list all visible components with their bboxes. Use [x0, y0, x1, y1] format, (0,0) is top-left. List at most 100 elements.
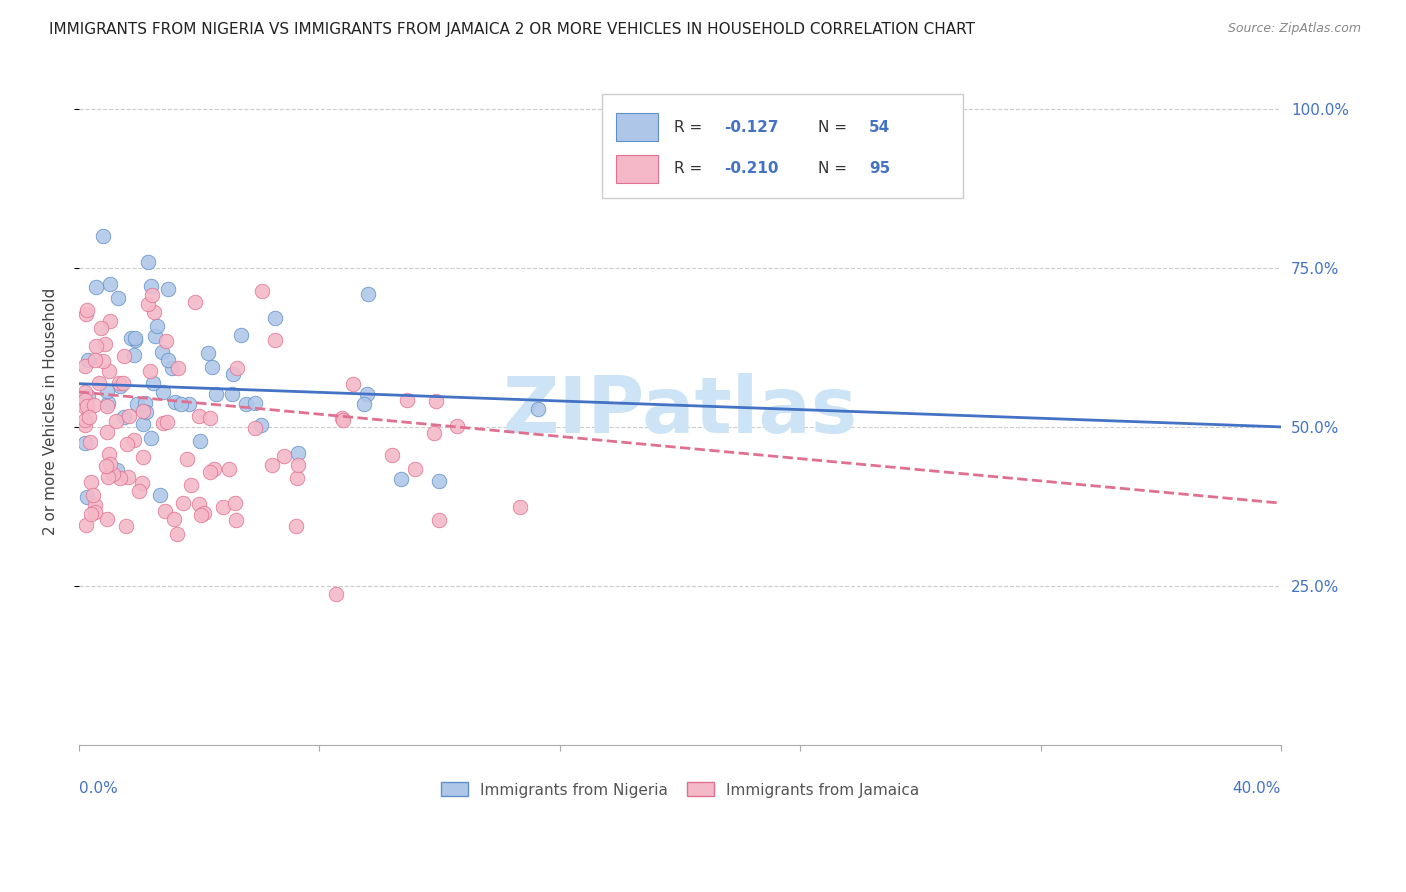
Point	[381, 448, 404, 462]
Point	[110, 471, 132, 485]
Point	[77, 353, 100, 368]
Y-axis label: 2 or more Vehicles in Household: 2 or more Vehicles in Household	[44, 287, 58, 534]
Point	[118, 409, 141, 423]
Point	[94, 337, 117, 351]
Point	[173, 496, 195, 510]
Point	[96, 384, 118, 398]
Point	[73, 392, 96, 407]
Point	[156, 415, 179, 429]
Text: -0.210: -0.210	[724, 161, 779, 177]
Point	[389, 472, 412, 486]
Point	[83, 498, 105, 512]
Point	[96, 425, 118, 439]
Point	[83, 398, 105, 412]
Point	[84, 280, 107, 294]
Point	[124, 333, 146, 347]
Point	[73, 359, 96, 374]
Point	[94, 459, 117, 474]
Point	[245, 421, 267, 435]
Point	[112, 349, 135, 363]
Point	[132, 404, 155, 418]
Text: R =: R =	[673, 120, 707, 135]
Point	[198, 465, 221, 479]
Point	[143, 329, 166, 343]
Point	[75, 518, 97, 533]
Point	[73, 401, 96, 415]
Point	[170, 397, 193, 411]
Bar	[602, 95, 963, 197]
Point	[84, 339, 107, 353]
Text: ZIPatlas: ZIPatlas	[502, 373, 858, 449]
Point	[243, 396, 266, 410]
Point	[187, 409, 209, 423]
Point	[134, 396, 156, 410]
Point	[122, 433, 145, 447]
Point	[526, 401, 548, 416]
Point	[108, 376, 131, 390]
Point	[98, 457, 121, 471]
Point	[107, 291, 129, 305]
Point	[80, 475, 103, 489]
Point	[152, 384, 174, 399]
Point	[425, 393, 447, 408]
Point	[179, 397, 201, 411]
Point	[75, 417, 97, 432]
Point	[77, 389, 100, 403]
Point	[235, 397, 257, 411]
Point	[166, 361, 188, 376]
Text: 95: 95	[869, 161, 890, 177]
Point	[342, 376, 364, 391]
Point	[160, 361, 183, 376]
Point	[90, 320, 112, 334]
Point	[125, 397, 148, 411]
Point	[142, 305, 165, 319]
Point	[73, 412, 96, 426]
Point	[231, 328, 253, 343]
Point	[198, 411, 221, 425]
Point	[114, 518, 136, 533]
Point	[263, 333, 285, 347]
Point	[163, 512, 186, 526]
Point	[150, 344, 173, 359]
Point	[141, 287, 163, 301]
Point	[117, 470, 139, 484]
Point	[285, 471, 308, 485]
Point	[184, 295, 207, 310]
Text: 40.0%: 40.0%	[1233, 781, 1281, 797]
Point	[100, 277, 122, 292]
Point	[136, 254, 159, 268]
Point	[136, 297, 159, 311]
Point	[96, 512, 118, 526]
Point	[97, 470, 120, 484]
Point	[225, 513, 247, 527]
Text: R =: R =	[673, 161, 707, 177]
Point	[97, 447, 120, 461]
Point	[128, 483, 150, 498]
Point	[91, 353, 114, 368]
Point	[176, 452, 198, 467]
Point	[98, 314, 121, 328]
Point	[166, 526, 188, 541]
Point	[221, 387, 243, 401]
Point	[287, 458, 309, 472]
Point	[115, 437, 138, 451]
Point	[146, 319, 169, 334]
Point	[193, 506, 215, 520]
Point	[157, 282, 180, 296]
Point	[226, 360, 249, 375]
Bar	[616, 113, 658, 142]
Point	[122, 348, 145, 362]
Point	[446, 418, 468, 433]
Point	[76, 490, 98, 504]
Point	[84, 504, 107, 518]
Point	[111, 376, 134, 391]
Text: 0.0%: 0.0%	[79, 781, 118, 797]
Point	[76, 303, 98, 318]
Text: Source: ZipAtlas.com: Source: ZipAtlas.com	[1227, 22, 1361, 36]
Point	[204, 386, 226, 401]
Point	[96, 399, 118, 413]
Point	[332, 413, 354, 427]
Point	[108, 379, 131, 393]
Text: 54: 54	[869, 120, 890, 135]
Point	[429, 474, 451, 488]
